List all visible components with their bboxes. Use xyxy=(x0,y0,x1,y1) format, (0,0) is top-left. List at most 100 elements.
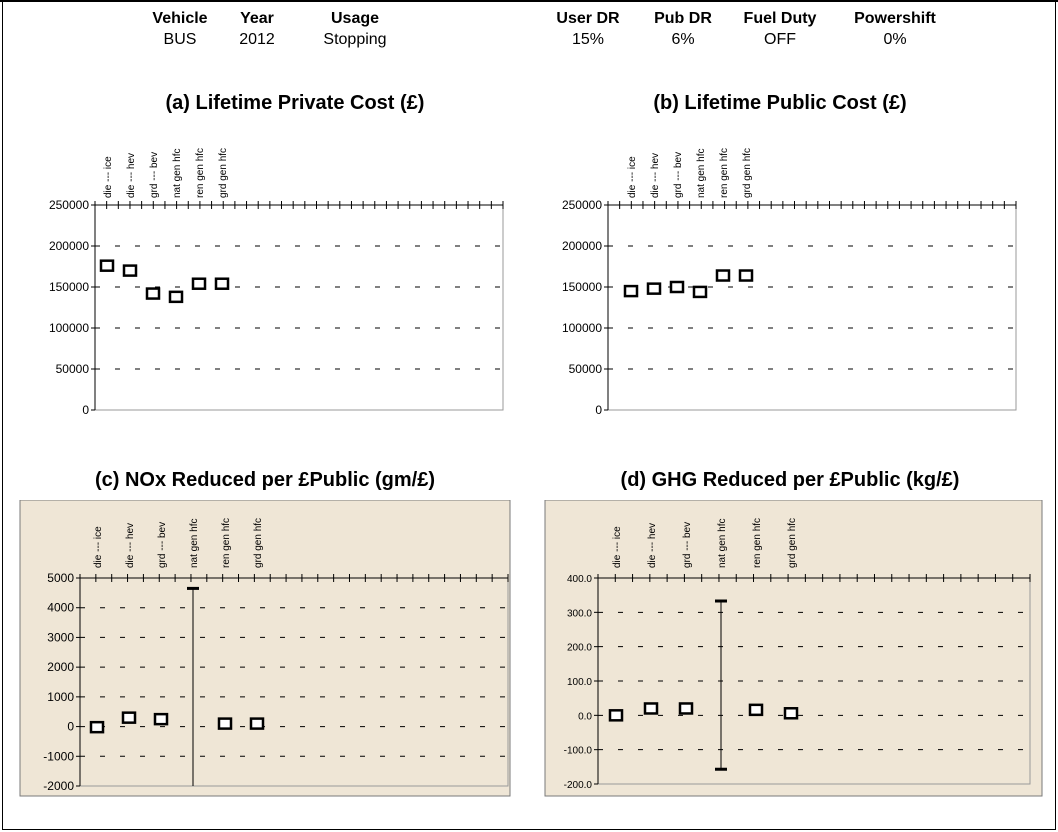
category-label: nat gen hfc xyxy=(696,149,707,198)
category-label: die --- hev xyxy=(125,523,136,568)
y-tick-label: 50000 xyxy=(56,362,90,376)
chart-c-nox-reduced: -2000 -1000 0 1000 2000 3000 4000 5000 die --- i… xyxy=(19,500,511,797)
category-label: grd --- bev xyxy=(157,522,168,568)
top-border-line xyxy=(0,0,1058,2)
y-tick-label: 200.0 xyxy=(567,643,592,654)
plot-area-border xyxy=(607,204,1017,411)
y-tick-label: 0 xyxy=(67,720,74,734)
data-point-marker xyxy=(623,284,639,298)
category-label: die --- ice xyxy=(103,156,114,198)
header-usage-label: Usage xyxy=(330,10,380,27)
header-user-dr-label: User DR xyxy=(556,10,620,27)
y-tick-label: 0 xyxy=(82,403,89,417)
chart-a-title: (a) Lifetime Private Cost (£) xyxy=(165,92,425,114)
y-tick-label: 250000 xyxy=(49,198,89,212)
data-point-marker xyxy=(783,707,799,720)
category-label: die --- hev xyxy=(650,153,661,198)
category-label: ren gen hfc xyxy=(752,518,763,568)
y-tick-label: 200000 xyxy=(49,239,89,253)
header-year-value: 2012 xyxy=(239,31,275,48)
y-tick-label: 150000 xyxy=(562,280,602,294)
data-point-marker xyxy=(99,259,115,272)
header-user-dr-value: 15% xyxy=(571,31,605,48)
data-point-marker xyxy=(217,717,233,730)
y-tick-label: 4000 xyxy=(47,601,74,615)
header-fuel-duty-label: Fuel Duty xyxy=(743,10,817,27)
chart-panel-background xyxy=(544,500,1043,797)
header-usage-value: Stopping xyxy=(323,31,387,48)
category-label: die --- ice xyxy=(93,526,104,568)
data-point-marker xyxy=(643,702,659,715)
y-tick-label: -200.0 xyxy=(564,780,593,791)
data-point-marker xyxy=(646,282,662,295)
category-label: die --- hev xyxy=(126,153,137,198)
chart-panel-background xyxy=(19,500,511,797)
y-tick-label: -100.0 xyxy=(564,746,593,757)
data-point-marker xyxy=(738,269,754,282)
data-point-marker xyxy=(678,702,694,715)
category-label: ren gen hfc xyxy=(195,148,206,198)
data-point-marker xyxy=(168,290,184,304)
chart-c-title: (c) NOx Reduced per £Public (gm/£) xyxy=(94,469,436,491)
category-label: die --- ice xyxy=(612,526,623,568)
category-label: die --- ice xyxy=(627,156,638,198)
category-label: grd gen hfc xyxy=(218,148,229,198)
chart-d-title: (d) GHG Reduced per £Public (kg/£) xyxy=(620,469,960,491)
data-point-marker xyxy=(748,703,764,717)
data-point-marker xyxy=(121,711,137,724)
y-tick-label: 150000 xyxy=(49,280,89,294)
y-tick-label: -1000 xyxy=(43,749,74,763)
y-tick-label: 300.0 xyxy=(567,608,592,619)
data-point-marker xyxy=(191,277,207,290)
data-point-marker xyxy=(89,720,105,734)
header-pub-dr-value: 6% xyxy=(671,31,695,48)
y-tick-label: 2000 xyxy=(47,660,74,674)
header-vehicle-label: Vehicle xyxy=(152,10,208,27)
y-tick-label: 50000 xyxy=(569,362,603,376)
range-low-marker xyxy=(715,767,727,771)
chart-b-public-cost: 0 50000 100000 150000 200000 250000 die --- ic… xyxy=(562,148,1017,417)
category-label: nat gen hfc xyxy=(189,519,200,568)
data-point-marker xyxy=(608,709,624,722)
chart-d-ghg-reduced: -200.0 -100.0 0.0 100.0 200.0 300.0 400.0 die -… xyxy=(544,500,1043,797)
header-year-label: Year xyxy=(240,10,274,27)
category-label: ren gen hfc xyxy=(221,518,232,568)
y-tick-label: 200000 xyxy=(562,239,602,253)
y-tick-label: 100000 xyxy=(562,321,602,335)
y-tick-label: 250000 xyxy=(562,198,602,212)
y-tick-label: 100000 xyxy=(49,321,89,335)
chart-b-title: (b) Lifetime Public Cost (£) xyxy=(653,92,907,114)
category-label: nat gen hfc xyxy=(172,149,183,198)
y-tick-label: 5000 xyxy=(47,571,74,585)
data-point-marker xyxy=(692,285,708,299)
range-high-marker xyxy=(715,599,727,603)
y-tick-label: -2000 xyxy=(43,779,74,793)
header-powershift-value: 0% xyxy=(883,31,907,48)
data-point-marker xyxy=(122,264,138,277)
data-point-marker xyxy=(214,277,230,290)
data-point-marker xyxy=(669,280,685,294)
data-point-marker xyxy=(249,717,265,730)
category-label: grd --- bev xyxy=(673,152,684,198)
header-vehicle-value: BUS xyxy=(163,31,197,48)
header-powershift-label: Powershift xyxy=(854,10,936,27)
category-label: grd --- bev xyxy=(149,152,160,198)
y-tick-label: 400.0 xyxy=(567,574,592,585)
y-tick-label: 1000 xyxy=(47,690,74,704)
y-tick-label: 0 xyxy=(595,403,602,417)
data-point-marker xyxy=(715,269,731,282)
header-fuel-duty-value: OFF xyxy=(764,31,796,48)
y-tick-label: 0.0 xyxy=(578,711,592,722)
data-point-marker xyxy=(145,287,161,300)
category-label: die --- hev xyxy=(647,523,658,568)
category-label: nat gen hfc xyxy=(717,519,728,568)
category-label: grd gen hfc xyxy=(253,518,264,568)
category-label: grd gen hfc xyxy=(742,148,753,198)
y-tick-label: 3000 xyxy=(47,630,74,644)
category-label: ren gen hfc xyxy=(719,148,730,198)
header-pub-dr-label: Pub DR xyxy=(654,10,712,27)
chart-a-private-cost: 0 50000 100000 150000 200000 250000 die --- ic… xyxy=(49,148,504,417)
data-point-marker xyxy=(153,712,169,726)
range-high-marker xyxy=(187,586,199,590)
